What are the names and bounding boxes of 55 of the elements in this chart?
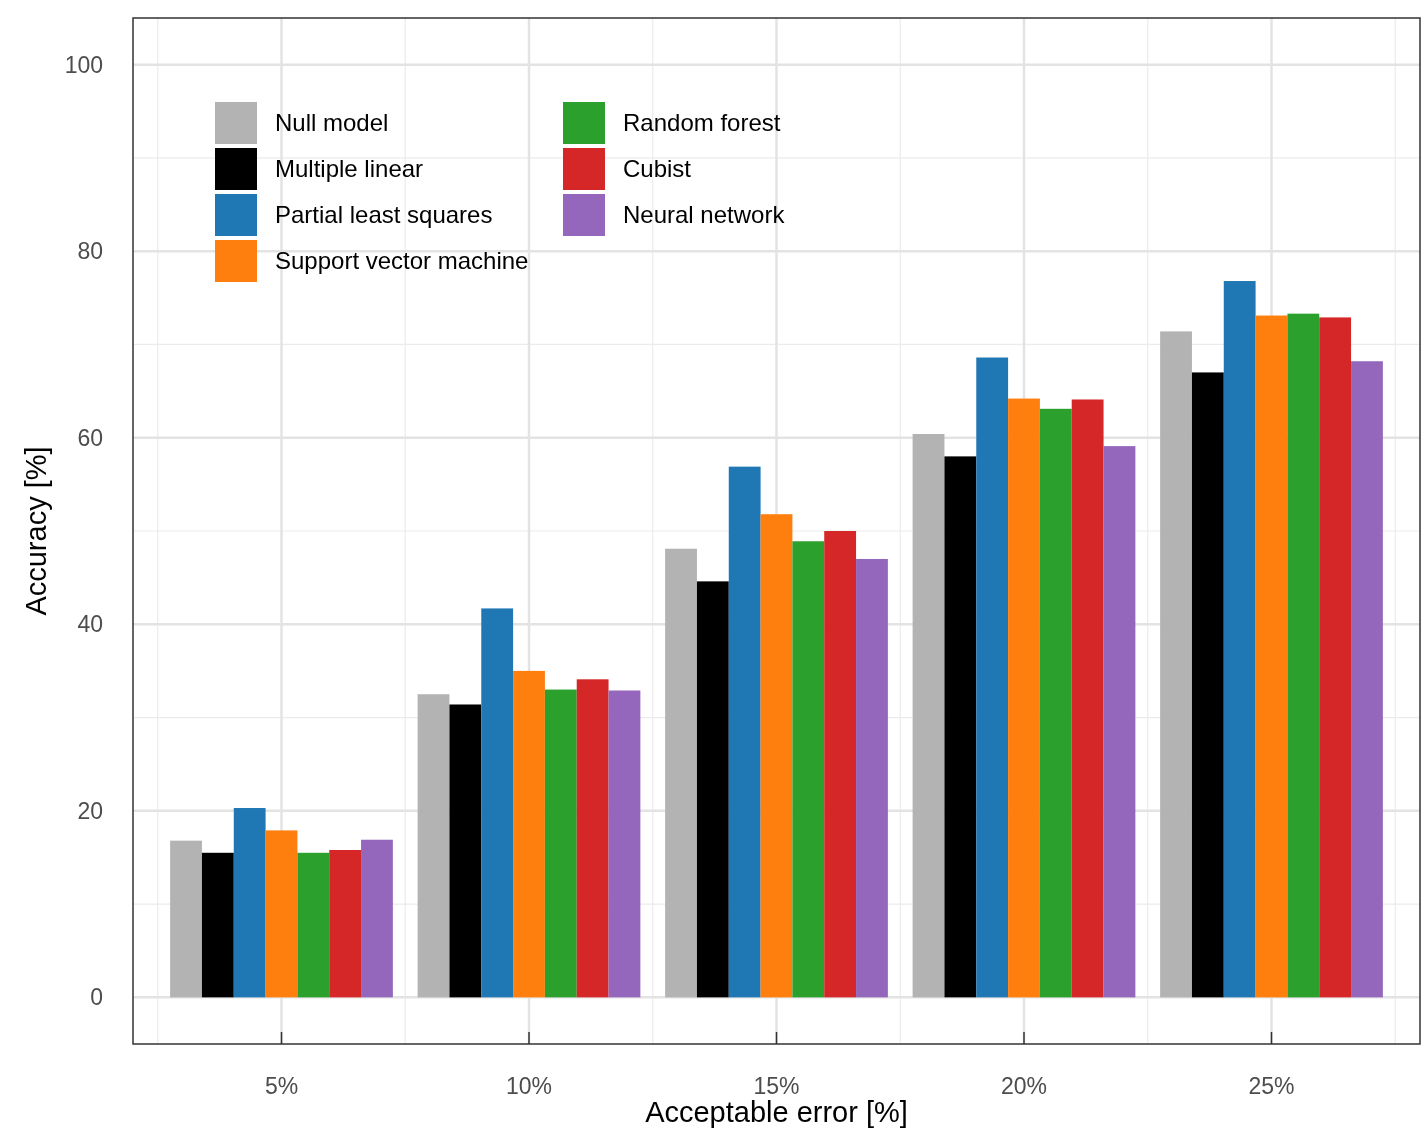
bar — [728, 466, 761, 998]
legend-label: Random forest — [623, 109, 781, 137]
legend-label: Multiple linear — [275, 155, 424, 183]
bar — [1039, 408, 1072, 998]
y-tick-label: 60 — [77, 424, 103, 451]
x-tick-label: 5% — [264, 1073, 299, 1099]
bar — [856, 558, 888, 998]
bar — [576, 679, 609, 998]
y-tick-label: 20 — [77, 797, 103, 824]
bar — [1008, 398, 1040, 998]
bar — [1071, 399, 1104, 998]
bar — [760, 514, 793, 998]
legend-label: Partial least squares — [275, 201, 493, 229]
legend-label: Support vector machine — [275, 247, 529, 275]
bar — [1191, 372, 1224, 998]
x-tick-label: 25% — [1248, 1073, 1295, 1099]
legend-label: Null model — [275, 109, 389, 137]
bar — [449, 704, 482, 998]
bar — [1351, 361, 1383, 998]
bar — [1160, 331, 1192, 998]
bar — [201, 852, 234, 998]
bar — [696, 581, 729, 998]
bar — [329, 849, 362, 998]
bar — [1103, 446, 1136, 998]
bar — [265, 830, 298, 998]
y-tick-label: 80 — [77, 238, 103, 265]
bar — [608, 690, 641, 998]
bar — [513, 670, 545, 998]
x-axis-title: Acceptable error [%] — [645, 1096, 908, 1128]
bar — [944, 456, 977, 998]
y-tick-label: 40 — [77, 611, 103, 638]
legend-label: Cubist — [623, 155, 692, 183]
bar — [824, 531, 857, 998]
bar — [297, 852, 330, 998]
bar — [170, 840, 202, 998]
bar — [233, 808, 266, 998]
bar — [1287, 313, 1320, 998]
x-tick-label: 15% — [753, 1073, 800, 1099]
bar — [1255, 315, 1288, 998]
y-tick-label: 0 — [90, 984, 103, 1011]
bar — [792, 541, 825, 998]
bar — [665, 548, 697, 998]
legend-label: Neural network — [623, 201, 786, 229]
y-tick-label: 100 — [64, 51, 103, 78]
bar — [361, 839, 393, 998]
bar — [544, 689, 577, 998]
x-tick-label: 10% — [505, 1073, 553, 1099]
y-axis-title: Accuracy [%] — [20, 446, 52, 616]
bar — [417, 694, 450, 998]
x-tick-label: 20% — [1000, 1073, 1048, 1099]
bar — [1223, 281, 1256, 998]
bar — [481, 608, 514, 998]
bar — [976, 357, 1009, 998]
bar — [1319, 317, 1352, 998]
bar — [912, 434, 945, 998]
